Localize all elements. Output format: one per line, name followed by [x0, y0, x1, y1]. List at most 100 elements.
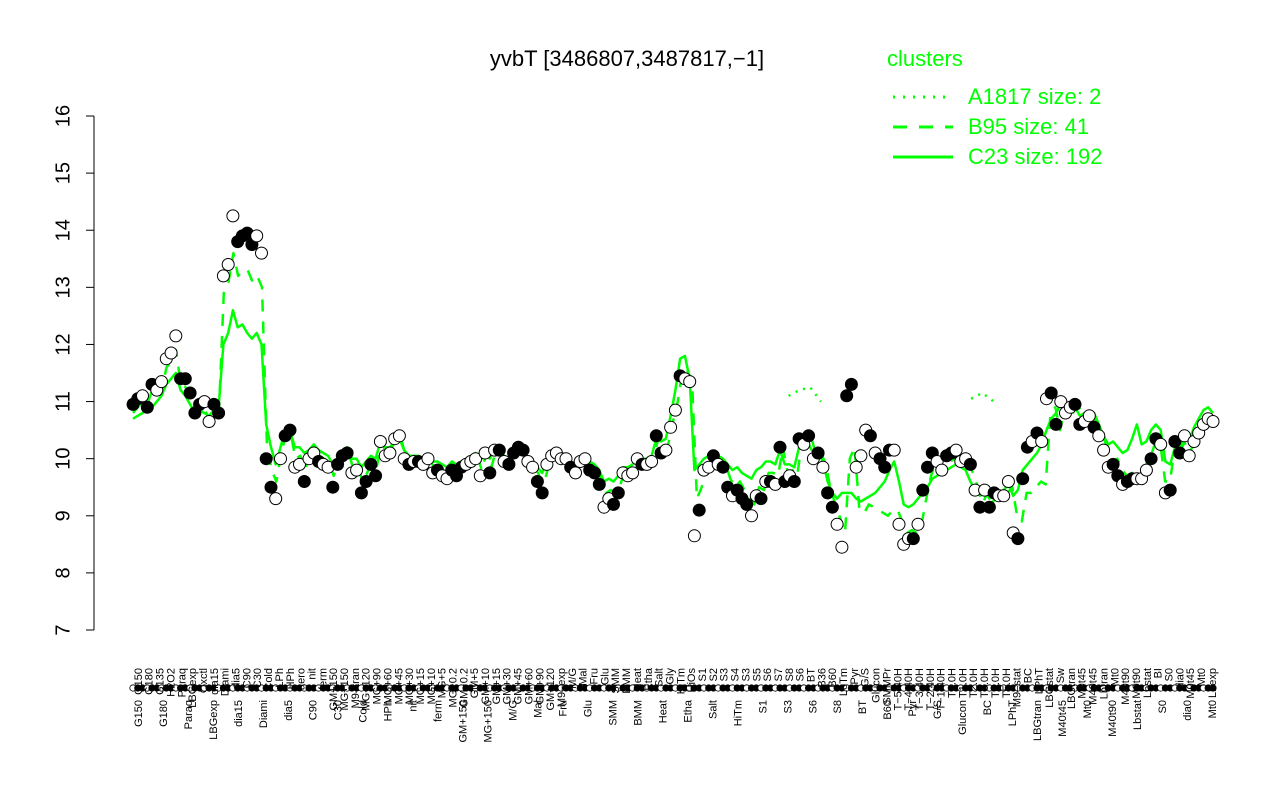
x-tick-label: S6 [762, 668, 774, 681]
x-tick-label: BT [806, 668, 818, 682]
x-tick-label: Glucon [871, 668, 883, 703]
x-tick-label: Glu [599, 668, 611, 685]
y-tick-label: 10 [52, 448, 74, 470]
data-point [1154, 437, 1168, 451]
y-tick-label: 14 [52, 219, 74, 241]
x-tick-label: Lbexp [1207, 668, 1219, 698]
data-point [155, 375, 168, 389]
x-tick-label: GM+90 [534, 668, 546, 704]
x-tick-label: S8 [784, 668, 796, 681]
x-tick-label: B36 [816, 668, 828, 688]
x-tick-label: M40t45 [1057, 700, 1069, 737]
x-tick-label: Heat [632, 668, 644, 691]
data-point [1206, 415, 1220, 428]
x-tick-label: BI [1153, 668, 1165, 678]
data-point [140, 400, 154, 414]
x-tick-label: LPhT [1007, 700, 1019, 727]
a1817-series-line [788, 385, 822, 403]
x-tick-label: Heat [657, 700, 669, 723]
y-tick-label: 7 [52, 624, 74, 635]
data-point [1144, 452, 1158, 466]
data-point [212, 406, 226, 420]
x-tick-label: Lbstat [1142, 668, 1154, 698]
x-tick-label: S1 [697, 668, 709, 681]
data-point [1011, 532, 1025, 546]
data-point [502, 457, 516, 471]
x-tick-label: S6 [795, 668, 807, 681]
x-tick-label: Glucon [957, 700, 969, 735]
x-tick-label: LoTm [838, 668, 850, 696]
data-point [844, 377, 858, 391]
data-point [492, 443, 506, 457]
x-tick-label: HiOs [686, 668, 698, 693]
x-tick-label: Oxctl [198, 668, 210, 693]
data-point [935, 463, 949, 477]
x-tick-label: Fru [589, 668, 601, 685]
x-tick-label: M0t45 [1077, 668, 1089, 699]
x-tick-label: S4 [730, 668, 742, 681]
x-tick-label: dia5 [231, 668, 243, 689]
data-point [530, 475, 544, 488]
data-point [1092, 429, 1106, 443]
data-point [997, 489, 1011, 503]
data-point [1035, 435, 1049, 448]
x-tick-label: S6 [807, 700, 819, 713]
chart-title: yvbT [3486807,3487817,−1] [490, 46, 764, 71]
legend-title: clusters [887, 46, 963, 71]
data-point [469, 452, 483, 466]
x-tick-label: GM−0.2 [458, 668, 470, 707]
y-tick-label: 11 [52, 391, 74, 412]
x-tick-label: Lbstat [1132, 700, 1144, 730]
data-point [692, 503, 706, 517]
x-tick-label: M9–tran [350, 668, 362, 708]
x-tick-label: Cold [263, 668, 275, 691]
x-tick-label: ferm [433, 700, 445, 722]
data-point [526, 460, 540, 474]
data-point [359, 475, 373, 488]
y-axis: 7 8 9 10 11 12 13 14 15 16 [52, 105, 95, 636]
x-tick-label: MG+60 [382, 668, 394, 704]
data-point [887, 443, 901, 457]
x-tick-label: S0 [1157, 700, 1169, 713]
x-tick-label: Mal [578, 668, 590, 686]
data-point [592, 477, 606, 491]
x-tick-label: S7 [773, 668, 785, 681]
x-tick-label: BC [982, 700, 994, 715]
x-tick-label: nit [408, 700, 420, 712]
data-point [740, 497, 754, 511]
x-tick-label: M40t45 [1088, 668, 1100, 705]
data-point [297, 475, 311, 488]
data-point [649, 429, 663, 443]
a1817-series-line [970, 391, 995, 403]
x-tick-label: C30 [252, 668, 264, 688]
x-tick-label: G150 [133, 700, 145, 727]
data-point [683, 375, 697, 389]
data-point [183, 386, 197, 400]
data-point [136, 389, 149, 403]
x-tick-label: Mal [533, 700, 545, 718]
data-point [659, 443, 673, 457]
y-tick-label: 13 [52, 276, 74, 298]
x-tick-label: GM+150 [458, 700, 470, 743]
x-tick-label: S3 [740, 668, 752, 681]
x-tick-label: T4.0H [990, 668, 1002, 698]
data-point [607, 497, 620, 511]
x-tick-label: B60 [827, 668, 839, 688]
x-tick-label: S5 [751, 668, 763, 681]
legend-label-c23: C23 size: 192 [968, 144, 1103, 169]
data-point [164, 346, 178, 360]
x-tick-label: T−4.40H [903, 668, 915, 711]
data-point [1082, 409, 1096, 423]
x-tick-label: Paraq [183, 700, 195, 729]
data-point [854, 449, 868, 463]
x-tick-label: Pyr [907, 700, 919, 717]
x-tick-label: S1 [757, 700, 769, 713]
data-point [569, 466, 582, 480]
x-tick-label: Sw [1055, 668, 1067, 683]
data-point [830, 517, 844, 531]
x-tick-label: dia5 [283, 700, 295, 721]
x-tick-label: S0 [1164, 668, 1176, 681]
x-tick-label: T2.0H [968, 668, 980, 698]
x-tick-label: B60 [882, 700, 894, 720]
